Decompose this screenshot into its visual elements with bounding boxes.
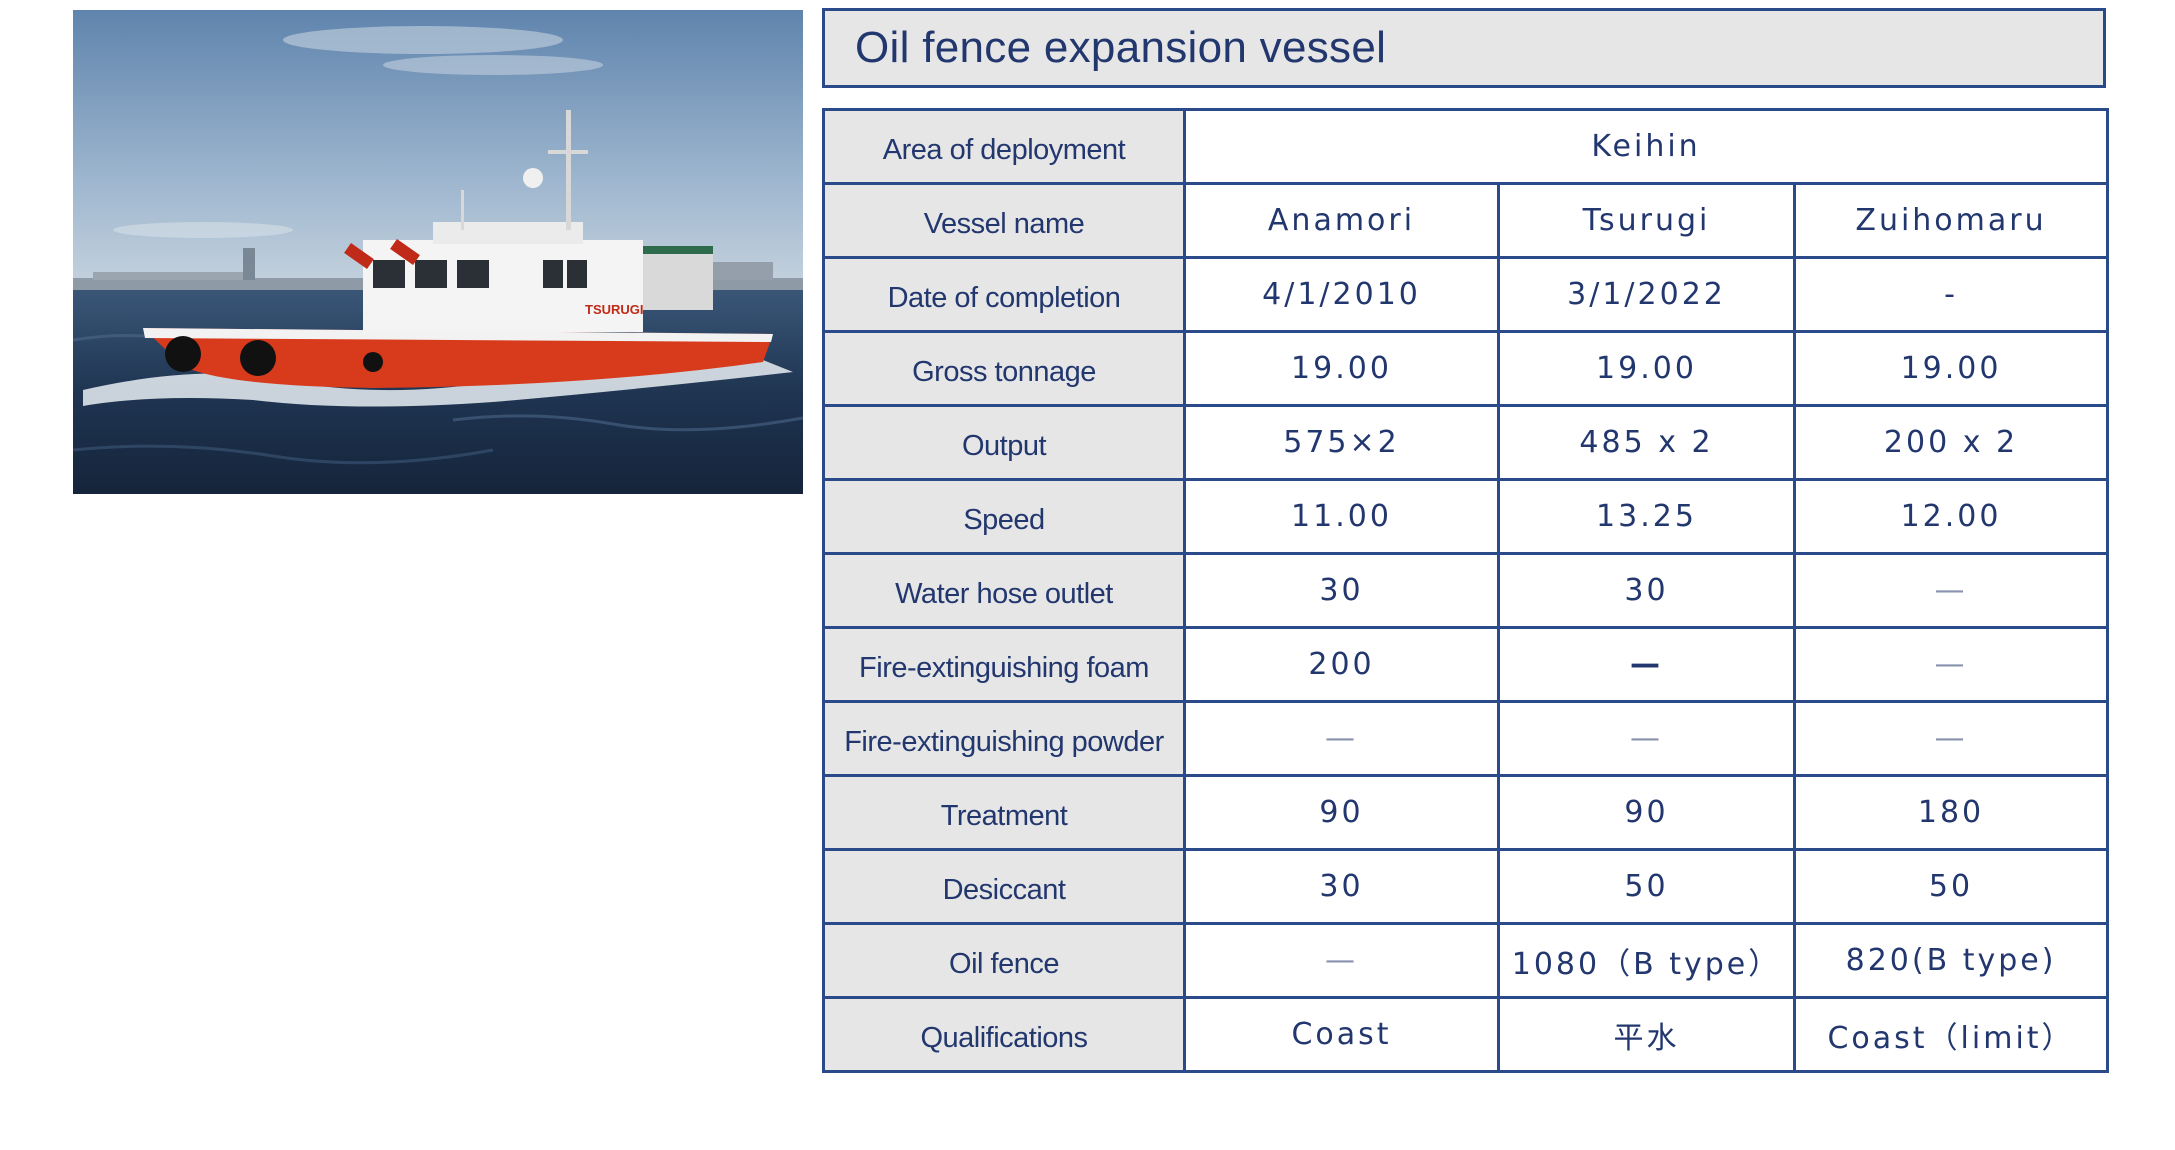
vessel-photo-illustration: TSURUGI <box>73 10 803 494</box>
row-label-vessel-name: Vessel name <box>822 182 1186 259</box>
table-cell: 1080（B type） <box>1497 922 1796 999</box>
table-cell: 50 <box>1792 848 2110 925</box>
table-cell: 11.00 <box>1183 478 1500 555</box>
hull-name-text: TSURUGI <box>585 302 644 317</box>
table-row: Output 575×2 485 x 2 200 x 2 <box>822 404 2110 481</box>
table-row: Treatment 90 90 180 <box>822 774 2110 851</box>
table-cell: 19.00 <box>1183 330 1500 407</box>
table-cell: 820(B type) <box>1792 922 2110 999</box>
row-label: Desiccant <box>822 848 1186 925</box>
row-label: Fire-extinguishing powder <box>822 700 1186 777</box>
table-cell: — <box>1792 552 2110 629</box>
vessel-spec-table: Area of deployment Keihin Vessel name An… <box>822 108 2110 1073</box>
table-cell: 12.00 <box>1792 478 2110 555</box>
row-label: Qualifications <box>822 996 1186 1073</box>
row-label-area: Area of deployment <box>822 108 1186 185</box>
table-cell: 200 <box>1183 626 1500 703</box>
table-row: Speed 11.00 13.25 12.00 <box>822 478 2110 555</box>
table-cell: 19.00 <box>1497 330 1796 407</box>
table-cell: 485 x 2 <box>1497 404 1796 481</box>
page-title: Oil fence expansion vessel <box>855 23 1387 72</box>
table-cell: 90 <box>1183 774 1500 851</box>
table-cell: 575×2 <box>1183 404 1500 481</box>
vessel-name-tsurugi: Tsurugi <box>1497 182 1796 259</box>
table-row-vessel-name: Vessel name Anamori Tsurugi Zuihomaru <box>822 182 2110 259</box>
table-cell: 50 <box>1497 848 1796 925</box>
table-cell: 4/1/2010 <box>1183 256 1500 333</box>
row-label: Output <box>822 404 1186 481</box>
table-row: Fire-extinguishing powder — — — <box>822 700 2110 777</box>
vessel-name-anamori: Anamori <box>1183 182 1500 259</box>
table-row: Desiccant 30 50 50 <box>822 848 2110 925</box>
table-cell: 13.25 <box>1497 478 1796 555</box>
table-cell: 30 <box>1183 552 1500 629</box>
table-row: Qualifications Coast 平水 Coast（limit） <box>822 996 2110 1073</box>
table-row: Water hose outlet 30 30 — <box>822 552 2110 629</box>
row-label: Fire-extinguishing foam <box>822 626 1186 703</box>
table-cell: — <box>1792 700 2110 777</box>
row-label: Gross tonnage <box>822 330 1186 407</box>
table-row-area: Area of deployment Keihin <box>822 108 2110 185</box>
table-cell: 200 x 2 <box>1792 404 2110 481</box>
table-cell: — <box>1183 700 1500 777</box>
vessel-photo: TSURUGI <box>73 10 803 494</box>
row-label: Date of completion <box>822 256 1186 333</box>
table-cell: Coast <box>1183 996 1500 1073</box>
table-row: Oil fence — 1080（B type） 820(B type) <box>822 922 2110 999</box>
table-cell: 平水 <box>1497 996 1796 1073</box>
table-row: Gross tonnage 19.00 19.00 19.00 <box>822 330 2110 407</box>
row-label: Water hose outlet <box>822 552 1186 629</box>
table-cell: — <box>1792 626 2110 703</box>
table-cell: 3/1/2022 <box>1497 256 1796 333</box>
vessel-name-zuihomaru: Zuihomaru <box>1792 182 2110 259</box>
table-cell: — <box>1183 922 1500 999</box>
table-cell: 90 <box>1497 774 1796 851</box>
row-label: Speed <box>822 478 1186 555</box>
row-label: Oil fence <box>822 922 1186 999</box>
table-cell: — <box>1497 700 1796 777</box>
table-cell: — <box>1497 626 1796 703</box>
table-row: Fire-extinguishing foam 200 — — <box>822 626 2110 703</box>
table-row: Date of completion 4/1/2010 3/1/2022 - <box>822 256 2110 333</box>
row-label: Treatment <box>822 774 1186 851</box>
table-cell: 19.00 <box>1792 330 2110 407</box>
table-cell: 30 <box>1183 848 1500 925</box>
table-cell: 180 <box>1792 774 2110 851</box>
title-bar: Oil fence expansion vessel <box>822 8 2106 88</box>
table-cell: - <box>1792 256 2110 333</box>
area-value: Keihin <box>1182 108 2110 185</box>
table-cell: 30 <box>1497 552 1796 629</box>
table-cell: Coast（limit） <box>1792 996 2110 1073</box>
